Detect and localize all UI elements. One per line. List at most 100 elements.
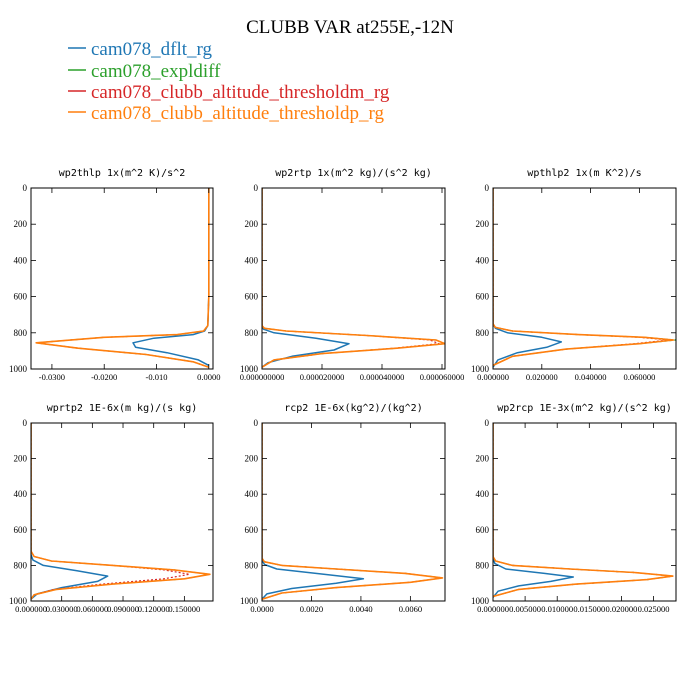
y-tick-label: 1000 [9, 364, 28, 374]
x-tick-label: 0.120000 [138, 604, 170, 614]
y-tick-label: 800 [245, 328, 259, 338]
chart-panel: wp2thlp 1x(m^2 K)/s^2 0 200 400 600 800 1000 -0… [9, 168, 221, 382]
y-tick-label: 600 [14, 525, 28, 535]
series-group [31, 423, 211, 600]
series-line [262, 188, 440, 368]
x-tick-label: -0.0300 [39, 372, 65, 382]
x-tick-label: -0.0200 [91, 372, 117, 382]
y-tick-label: 200 [14, 454, 28, 464]
y-tick-label: 600 [245, 292, 259, 302]
x-tick-label: 0.0020 [300, 604, 323, 614]
y-tick-label: 200 [245, 219, 259, 229]
series-group [262, 188, 445, 368]
series-line [262, 188, 445, 368]
y-tick-label: 200 [476, 219, 490, 229]
x-tick-label: 0.150000 [168, 604, 200, 614]
chart-panel: wprtp2 1E-6x(m kg)/(s kg) 0 200 400 600 800 10… [9, 403, 214, 614]
plot-frame [30, 422, 214, 602]
series-line [493, 423, 674, 598]
figure-title: CLUBB VAR at255E,-12N [246, 17, 454, 38]
series-group [493, 423, 674, 598]
legend-label: cam078_clubb_altitude_thresholdp_rg [91, 103, 385, 124]
series-group [262, 423, 444, 600]
y-tick-label: 800 [476, 328, 490, 338]
x-tick-label: 0.000000000 [240, 372, 285, 382]
chart-panel: wpthlp2 1x(m K^2)/s 0 200 400 600 800 10000.00… [471, 168, 677, 382]
x-tick-label: 0.040000 [575, 372, 607, 382]
legend-item: cam078_expldiff [68, 61, 221, 82]
plot-frame [492, 422, 677, 602]
y-tick-label: 800 [245, 560, 259, 570]
series-line [132, 188, 210, 367]
y-tick-label: 400 [476, 255, 490, 265]
panel-title: wp2rtp 1x(m^2 kg)/(s^2 kg) [275, 168, 432, 179]
y-tick-label: 600 [245, 525, 259, 535]
y-tick-label: 400 [245, 255, 259, 265]
x-tick-label: 0.000000 [477, 372, 509, 382]
x-tick-label: 0.0060 [399, 604, 422, 614]
series-line [493, 188, 563, 368]
y-tick-label: 0 [254, 418, 259, 428]
series-line [493, 188, 670, 366]
panel-title: rcp2 1E-6x(kg^2)/(kg^2) [284, 403, 422, 414]
x-tick-label: 0.010000 [541, 604, 573, 614]
y-tick-label: 400 [476, 489, 490, 499]
y-tick-label: 800 [476, 560, 490, 570]
panel-title: wpthlp2 1x(m K^2)/s [527, 168, 641, 179]
legend-item: cam078_clubb_altitude_thresholdp_rg [68, 103, 385, 124]
chart-panel: wp2rcp 1E-3x(m^2 kg)/(s^2 kg) 0 200 400 600 8… [471, 403, 677, 614]
series-line [493, 188, 675, 367]
legend-item: cam078_dflt_rg [68, 39, 213, 60]
series-line [262, 423, 444, 600]
y-tick-label: 800 [14, 560, 28, 570]
y-tick-label: 600 [476, 525, 490, 535]
x-tick-label: 0.025000 [638, 604, 670, 614]
panel-title: wp2thlp 1x(m^2 K)/s^2 [59, 168, 185, 179]
y-tick-label: 400 [14, 489, 28, 499]
chart-panel: wp2rtp 1x(m^2 kg)/(s^2 kg) 0 200 400 600 800 1… [240, 168, 465, 382]
y-tick-label: 800 [14, 328, 28, 338]
series-group [493, 188, 676, 368]
series-line [493, 423, 575, 598]
plot-frame [261, 422, 446, 602]
x-tick-label: 0.0000 [197, 372, 220, 382]
x-tick-label: 0.090000 [107, 604, 139, 614]
series-line [262, 423, 444, 600]
y-tick-label: 1000 [240, 364, 259, 374]
series-line [31, 423, 109, 600]
legend-label: cam078_clubb_altitude_thresholdm_rg [91, 82, 390, 103]
series-group [35, 188, 210, 368]
y-tick-label: 0 [254, 183, 259, 193]
x-tick-label: 0.000060000 [420, 372, 465, 382]
series-line [262, 423, 444, 600]
legend-label: cam078_expldiff [91, 61, 221, 82]
plot-frame [492, 187, 677, 370]
chart-panel: rcp2 1E-6x(kg^2)/(kg^2) 0 200 400 600 800 1000… [240, 403, 446, 614]
series-line [31, 423, 191, 600]
x-tick-label: 0.000000 [477, 604, 509, 614]
y-tick-label: 0 [23, 418, 28, 428]
x-tick-label: -0.010 [146, 372, 168, 382]
series-line [35, 188, 210, 368]
x-tick-label: 0.0000 [250, 604, 273, 614]
y-tick-label: 400 [14, 255, 28, 265]
panel-title: wp2rcp 1E-3x(m^2 kg)/(s^2 kg) [497, 403, 672, 414]
y-tick-label: 600 [14, 292, 28, 302]
x-tick-label: 0.0040 [349, 604, 372, 614]
legend: cam078_dflt_rg cam078_expldiff cam078_cl… [68, 39, 390, 124]
series-line [262, 423, 365, 600]
x-tick-label: 0.015000 [573, 604, 605, 614]
y-tick-label: 0 [23, 183, 28, 193]
x-tick-label: 0.020000 [526, 372, 558, 382]
y-tick-label: 200 [476, 454, 490, 464]
y-tick-label: 1000 [9, 596, 28, 606]
panel-title: wprtp2 1E-6x(m kg)/(s kg) [47, 403, 198, 414]
x-tick-label: 0.060000 [623, 372, 655, 382]
y-tick-label: 0 [485, 418, 490, 428]
plot-frame [30, 187, 214, 370]
x-tick-label: 0.000000 [15, 604, 47, 614]
y-tick-label: 200 [245, 454, 259, 464]
x-tick-label: 0.060000 [76, 604, 108, 614]
legend-label: cam078_dflt_rg [91, 39, 213, 60]
